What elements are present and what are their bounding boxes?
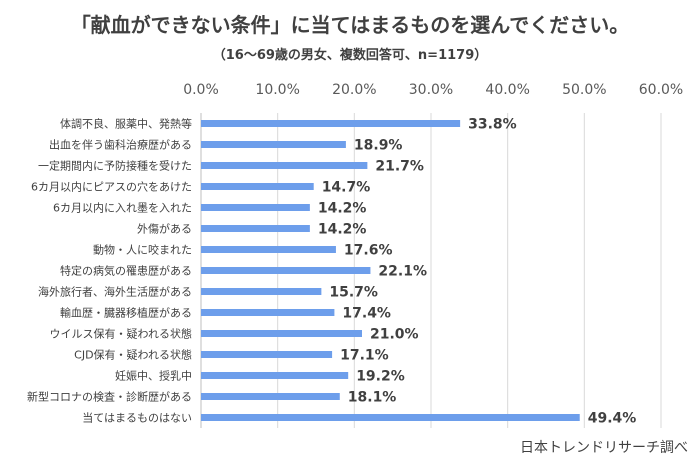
- bar: [201, 225, 310, 232]
- x-axis-tick-labels: 0.0% 10.0% 20.0% 30.0% 40.0% 50.0% 60.0%: [183, 82, 683, 98]
- x-tick-label: 30.0%: [409, 82, 453, 98]
- x-tick-label: 60.0%: [639, 82, 683, 98]
- category-label: 体調不良、服薬中、発熱等: [60, 117, 192, 131]
- category-label: 海外旅行者、海外生活歴がある: [38, 285, 192, 299]
- value-labels: 33.8% 18.9% 21.7%14.7% 14.2% 14.2% 17.6% 22.1%…: [318, 117, 636, 427]
- bar: [201, 267, 371, 274]
- bar: [201, 351, 333, 358]
- category-label: 妊娠中、授乳中: [115, 369, 192, 383]
- chart-title: 「献血ができない条件」に当てはまるものを選んでください。: [71, 13, 630, 37]
- category-label: 動物・人に咬まれた: [93, 243, 192, 257]
- bar: [201, 372, 349, 379]
- bar: [201, 183, 314, 190]
- value-label: 18.9%: [354, 138, 403, 154]
- bar: [201, 393, 340, 400]
- bar: [201, 330, 362, 337]
- category-label: 6カ月以内にピアスの穴をあけた: [31, 180, 192, 194]
- category-label: 輸血歴・臓器移植歴がある: [60, 306, 192, 320]
- value-label: 15.7%: [329, 285, 378, 301]
- value-label: 14.2%: [318, 222, 367, 238]
- category-label: 出血を伴う歯科治療歴がある: [49, 138, 192, 152]
- chart-subtitle: （16～69歳の男女、複数回答可、n=1179）: [213, 47, 488, 63]
- bar: [201, 204, 310, 211]
- bar: [201, 414, 580, 421]
- bar: [201, 309, 335, 316]
- category-label: 特定の病気の罹患歴がある: [60, 264, 192, 278]
- category-label: 一定期間内に予防接種を受けた: [38, 159, 192, 173]
- value-label: 21.7%: [375, 159, 424, 175]
- category-label: CJD保有・疑われる状態: [74, 348, 192, 362]
- value-label: 17.6%: [344, 243, 393, 259]
- value-label: 17.1%: [340, 348, 389, 364]
- x-tick-label: 40.0%: [485, 82, 529, 98]
- category-label: 新型コロナの検査・診断歴がある: [27, 390, 192, 404]
- value-label: 19.2%: [356, 369, 405, 385]
- bar: [201, 120, 461, 127]
- x-tick-label: 50.0%: [562, 82, 606, 98]
- bar: [201, 288, 322, 295]
- value-label: 14.2%: [318, 201, 367, 217]
- category-label: ウイルス保有・疑われる状態: [50, 327, 192, 341]
- category-label: 6カ月以内に入れ墨を入れた: [53, 201, 192, 215]
- value-label: 17.4%: [342, 306, 391, 322]
- x-tick-label: 10.0%: [255, 82, 299, 98]
- value-label: 14.7%: [322, 180, 371, 196]
- x-tick-label: 0.0%: [183, 82, 219, 98]
- bar: [201, 141, 346, 148]
- value-label: 22.1%: [378, 264, 427, 280]
- x-tick-label: 20.0%: [332, 82, 376, 98]
- value-label: 33.8%: [468, 117, 517, 133]
- value-label: 21.0%: [370, 327, 419, 343]
- value-label: 49.4%: [588, 411, 637, 427]
- source-note: 日本トレンドリサーチ調べ: [520, 440, 688, 456]
- category-label: 外傷がある: [137, 222, 192, 236]
- bar: [201, 162, 368, 169]
- value-label: 18.1%: [348, 390, 397, 406]
- bars: [201, 120, 580, 421]
- bar: [201, 246, 336, 253]
- category-label: 当てはまるものはない: [82, 411, 192, 425]
